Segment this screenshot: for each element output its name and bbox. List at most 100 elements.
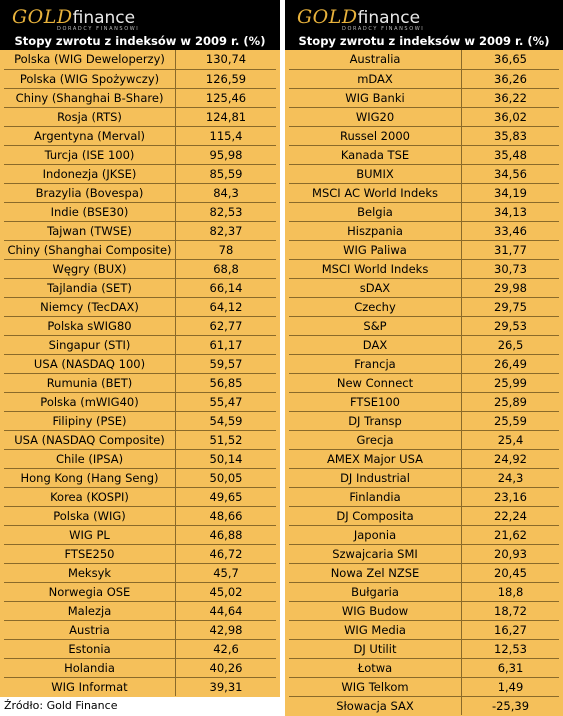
table-row: Rosja (RTS) 124,81 — [4, 107, 276, 126]
return-value-cell: 59,57 — [175, 355, 276, 373]
index-name-cell: Filipiny (PSE) — [52, 414, 127, 428]
table-row: Russel 2000 35,83 — [289, 126, 559, 145]
index-name-cell: Chiny (Shanghai B-Share) — [15, 91, 164, 105]
table-row: Brazylia (Bovespa) 84,3 — [4, 183, 276, 202]
index-name-cell: USA (NASDAQ Composite) — [14, 433, 165, 447]
index-name-cell: Hiszpania — [347, 224, 403, 238]
return-value-cell: 18,8 — [461, 583, 559, 601]
return-value-cell: 45,02 — [175, 583, 276, 601]
index-name-cell: DJ Transp — [348, 414, 402, 428]
return-value-cell: 124,81 — [175, 108, 276, 126]
table-row: DAX 26,5 — [289, 335, 559, 354]
index-name-cell: DJ Industrial — [340, 471, 410, 485]
index-name-cell: Polska (WIG Spożywczy) — [19, 72, 160, 86]
return-value-cell: 29,53 — [461, 317, 559, 335]
table-row: mDAX 36,26 — [289, 69, 559, 88]
return-value-cell: 31,77 — [461, 241, 559, 259]
index-name-cell: Meksyk — [67, 566, 112, 580]
index-name-cell: Rumunia (BET) — [46, 376, 133, 390]
table-row: sDAX 29,98 — [289, 278, 559, 297]
return-value-cell: 18,72 — [461, 602, 559, 620]
table-row: FTSE250 46,72 — [4, 544, 276, 563]
return-value-cell: -25,39 — [461, 697, 559, 715]
table-row: Węgry (BUX) 68,8 — [4, 259, 276, 278]
table-row: Słowacja SAX -25,39 — [289, 696, 559, 715]
return-value-cell: 82,37 — [175, 222, 276, 240]
table-row: AMEX Major USA 24,92 — [289, 449, 559, 468]
table-row: Filipiny (PSE) 54,59 — [4, 411, 276, 430]
table-row: New Connect 25,99 — [289, 373, 559, 392]
index-name-cell: USA (NASDAQ 100) — [33, 357, 146, 371]
table-row: WIG Banki 36,22 — [289, 88, 559, 107]
table-row: WIG Informat 39,31 — [4, 677, 276, 696]
index-name-cell: Indie (BSE30) — [50, 205, 129, 219]
table-row: Holandia 40,26 — [4, 658, 276, 677]
index-name-cell: Malezja — [67, 604, 112, 618]
gold-finance-logo: GOLDfinance — [297, 6, 420, 28]
return-value-cell: 34,19 — [461, 184, 559, 202]
table-row: Polska (WIG Deweloperzy) 130,74 — [4, 50, 276, 69]
return-value-cell: 50,05 — [175, 469, 276, 487]
table-row: Australia 36,65 — [289, 50, 559, 69]
table-row: Niemcy (TecDAX) 64,12 — [4, 297, 276, 316]
return-value-cell: 26,5 — [461, 336, 559, 354]
return-value-cell: 46,72 — [175, 545, 276, 563]
table-row: WIG Paliwa 31,77 — [289, 240, 559, 259]
logo-finance-text: finance — [357, 8, 421, 28]
right-table-title: Stopy zwrotu z indeksów w 2009 r. (%) — [298, 34, 550, 48]
index-name-cell: WIG Banki — [345, 91, 405, 105]
return-value-cell: 30,73 — [461, 260, 559, 278]
index-name-cell: Polska sWIG80 — [47, 319, 132, 333]
right-table-header: GOLDfinance DORADCY FINANSOWI Stopy zwro… — [285, 0, 563, 50]
index-name-cell: Polska (WIG) — [53, 509, 126, 523]
index-name-cell: Tajwan (TWSE) — [47, 224, 132, 238]
table-row: Austria 42,98 — [4, 620, 276, 639]
return-value-cell: 20,93 — [461, 545, 559, 563]
table-row: Estonia 42,6 — [4, 639, 276, 658]
index-name-cell: WIG Budow — [341, 604, 409, 618]
table-row: Korea (KOSPI) 49,65 — [4, 487, 276, 506]
index-name-cell: Holandia — [64, 661, 115, 675]
table-row: Francja 26,49 — [289, 354, 559, 373]
index-name-cell: Japonia — [353, 528, 397, 542]
index-name-cell: AMEX Major USA — [327, 452, 423, 466]
index-name-cell: BUMIX — [356, 167, 394, 181]
return-value-cell: 24,3 — [461, 469, 559, 487]
return-value-cell: 34,13 — [461, 203, 559, 221]
index-name-cell: MSCI World Indeks — [321, 262, 429, 276]
index-name-cell: FTSE250 — [64, 547, 115, 561]
return-value-cell: 55,47 — [175, 393, 276, 411]
return-value-cell: 6,31 — [461, 659, 559, 677]
return-value-cell: 78 — [175, 241, 276, 259]
return-value-cell: 46,88 — [175, 526, 276, 544]
table-row: DJ Composita 22,24 — [289, 506, 559, 525]
table-row: S&P 29,53 — [289, 316, 559, 335]
return-value-cell: 39,31 — [175, 678, 276, 696]
return-value-cell: 62,77 — [175, 317, 276, 335]
table-row: Japonia 21,62 — [289, 525, 559, 544]
table-row: WIG Budow 18,72 — [289, 601, 559, 620]
table-row: Polska (mWIG40) 55,47 — [4, 392, 276, 411]
table-row: Chile (IPSA) 50,14 — [4, 449, 276, 468]
table-row: Norwegia OSE 45,02 — [4, 582, 276, 601]
table-row: Turcja (ISE 100) 95,98 — [4, 145, 276, 164]
right-table-panel: GOLDfinance DORADCY FINANSOWI Stopy zwro… — [285, 0, 563, 716]
index-name-cell: Belgia — [357, 205, 393, 219]
table-row: DJ Utilit 12,53 — [289, 639, 559, 658]
index-name-cell: DAX — [362, 338, 388, 352]
return-value-cell: 126,59 — [175, 70, 276, 88]
return-value-cell: 50,14 — [175, 450, 276, 468]
return-value-cell: 66,14 — [175, 279, 276, 297]
return-value-cell: 36,26 — [461, 70, 559, 88]
return-value-cell: 36,22 — [461, 89, 559, 107]
index-name-cell: Czechy — [354, 300, 396, 314]
table-row: Kanada TSE 35,48 — [289, 145, 559, 164]
index-name-cell: Chiny (Shanghai Composite) — [7, 243, 172, 257]
table-row: Meksyk 45,7 — [4, 563, 276, 582]
left-table-panel: GOLDfinance DORADCY FINANSOWI Stopy zwro… — [0, 0, 280, 697]
return-value-cell: 44,64 — [175, 602, 276, 620]
index-name-cell: Niemcy (TecDAX) — [40, 300, 139, 314]
return-value-cell: 33,46 — [461, 222, 559, 240]
table-row: Singapur (STI) 61,17 — [4, 335, 276, 354]
index-name-cell: Bułgaria — [351, 585, 399, 599]
